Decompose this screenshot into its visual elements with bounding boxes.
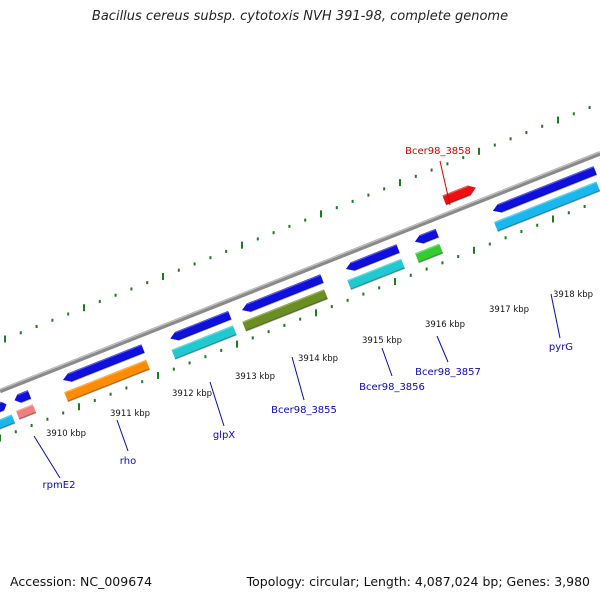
tick-label: 3916 kbp xyxy=(425,320,465,330)
gene-feature-6 xyxy=(170,310,232,341)
gene-feature-0 xyxy=(0,401,7,415)
gene-label-group: pyrG xyxy=(549,293,573,353)
gene-feature-1 xyxy=(14,390,32,404)
tick-label: 3917 kbp xyxy=(489,305,529,315)
tick-label: 3918 kbp xyxy=(553,290,593,300)
genome-stats-text: Topology: circular; Length: 4,087,024 bp… xyxy=(246,574,590,589)
gene-label: Bcer98_3855 xyxy=(271,405,337,416)
tick-label: 3914 kbp xyxy=(298,354,338,364)
gene-label-group: rpmE2 xyxy=(33,435,76,491)
gene-feature-3 xyxy=(15,404,37,420)
gene-feature-11 xyxy=(347,258,406,291)
gene-label-group: glpX xyxy=(209,381,235,441)
gene-feature-10 xyxy=(345,244,400,272)
gene-feature-5 xyxy=(64,359,151,403)
gene-feature-14 xyxy=(442,185,476,206)
gene-label: pyrG xyxy=(549,342,573,353)
gene-label: rho xyxy=(120,456,136,467)
gene-features xyxy=(0,166,600,431)
accession-text: Accession: NC_009674 xyxy=(10,574,153,589)
gene-label-group: Bcer98_3855 xyxy=(271,356,337,416)
gene-feature-12 xyxy=(414,228,440,245)
gene-feature-2 xyxy=(0,414,16,431)
backbone-highlight xyxy=(0,151,600,391)
backbone-line xyxy=(0,151,600,394)
gene-label-group: rho xyxy=(116,419,136,467)
tick-label: 3912 kbp xyxy=(172,389,212,399)
gene-label: glpX xyxy=(213,430,235,441)
gene-feature-9 xyxy=(242,289,329,332)
gene-label: Bcer98_3856 xyxy=(359,382,425,393)
gene-feature-15 xyxy=(492,166,598,214)
gene-label-group: Bcer98_3858 xyxy=(405,146,471,206)
tick-label: 3911 kbp xyxy=(110,409,150,419)
tick-label: 3910 kbp xyxy=(46,429,86,439)
tick-label: 3913 kbp xyxy=(235,372,275,382)
gene-labels: rpmE2 rho glpX Bcer98_3855 Bcer98_3856 Bcer98… xyxy=(33,146,573,491)
gene-feature-7 xyxy=(171,325,237,360)
genome-backbone xyxy=(0,151,600,394)
tick-label: 3915 kbp xyxy=(362,336,402,346)
gene-label: rpmE2 xyxy=(43,480,76,491)
gene-feature-16 xyxy=(494,181,600,232)
minor-tick-dots xyxy=(0,106,591,442)
gene-label: Bcer98_3858 xyxy=(405,146,471,157)
gene-feature-4 xyxy=(63,344,145,383)
gene-label: Bcer98_3857 xyxy=(415,367,481,378)
scale-ticks: 3910 kbp 3911 kbp 3912 kbp 3913 kbp 3914 kbp… xyxy=(46,290,593,439)
gene-label-group: Bcer98_3856 xyxy=(359,347,425,393)
gene-feature-13 xyxy=(415,243,444,264)
gene-feature-8 xyxy=(242,274,324,313)
map-title: Bacillus cereus subsp. cytotoxis NVH 391… xyxy=(91,9,509,24)
gene-label-group: Bcer98_3857 xyxy=(415,335,481,378)
